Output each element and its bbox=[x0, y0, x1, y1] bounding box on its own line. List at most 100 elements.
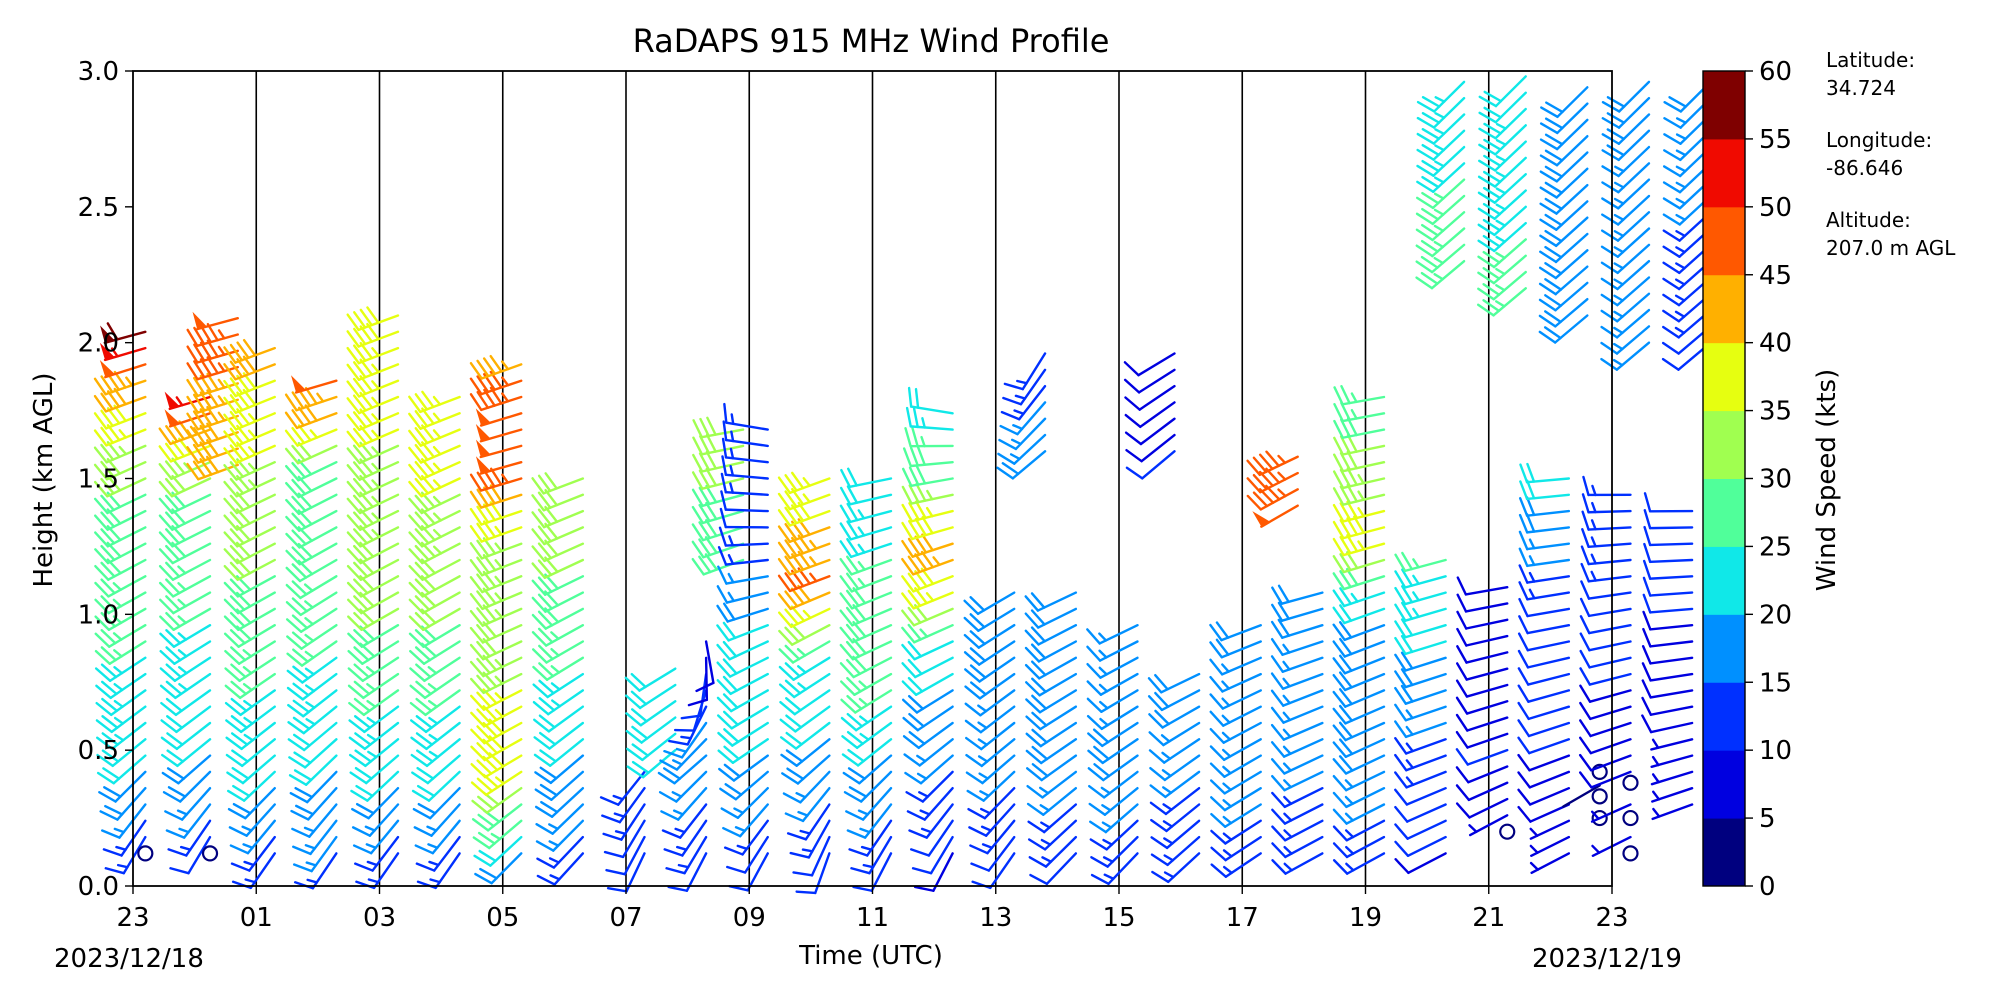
wind-barb bbox=[285, 607, 338, 633]
wind-barb bbox=[1024, 591, 1078, 612]
wind-barb bbox=[1147, 689, 1201, 712]
wind-barb bbox=[1028, 835, 1078, 868]
wind-barb bbox=[601, 787, 646, 824]
wind-barb bbox=[964, 705, 1016, 734]
wind-barb bbox=[1150, 803, 1201, 833]
wind-barb bbox=[1394, 551, 1447, 573]
wind-barb bbox=[905, 406, 954, 431]
wind-barb bbox=[692, 450, 745, 473]
colorbar-band bbox=[1703, 750, 1745, 819]
wind-barb bbox=[901, 550, 954, 576]
wind-barb bbox=[667, 852, 708, 892]
wind-barb bbox=[1641, 679, 1694, 699]
wind-barb bbox=[346, 358, 400, 381]
wind-barb bbox=[970, 835, 1016, 872]
x-tick-label: 03 bbox=[363, 903, 396, 933]
wind-barb bbox=[716, 672, 769, 696]
wind-barb bbox=[535, 803, 585, 835]
wind-barb bbox=[1642, 627, 1694, 648]
wind-barb bbox=[346, 474, 400, 498]
wind-barb bbox=[408, 458, 461, 481]
wind-barb bbox=[346, 591, 400, 615]
wind-barb bbox=[1124, 417, 1176, 446]
wind-barb bbox=[1455, 662, 1509, 681]
wind-barb bbox=[779, 705, 831, 733]
wind-barb bbox=[716, 705, 769, 730]
wind-barb bbox=[1150, 835, 1201, 867]
wind-barb bbox=[1456, 610, 1509, 630]
wind-barb bbox=[346, 558, 400, 581]
wind-barb bbox=[843, 770, 893, 803]
wind-barb bbox=[1539, 134, 1589, 167]
wind-barb bbox=[1209, 705, 1262, 727]
wind-barb bbox=[1246, 467, 1299, 494]
wind-barb bbox=[1517, 736, 1571, 755]
wind-barb bbox=[901, 640, 954, 661]
wind-barb bbox=[94, 607, 147, 631]
x-tick-label: 13 bbox=[979, 903, 1012, 933]
wind-barb bbox=[287, 721, 338, 752]
wind-barb bbox=[408, 508, 461, 531]
wind-barb bbox=[469, 537, 523, 560]
wind-barb bbox=[1415, 227, 1466, 258]
wind-barb bbox=[285, 558, 338, 583]
wind-barb bbox=[1601, 80, 1651, 113]
wind-barb bbox=[691, 501, 745, 525]
wind-barb bbox=[531, 488, 585, 512]
wind-barb bbox=[289, 770, 338, 804]
wind-barb bbox=[1332, 467, 1386, 490]
wind-barb bbox=[839, 604, 893, 627]
wind-barb bbox=[158, 491, 212, 515]
wind-barb bbox=[716, 689, 769, 713]
wind-barb bbox=[1025, 721, 1078, 748]
wind-barb bbox=[789, 819, 831, 859]
wind-barb bbox=[469, 671, 523, 695]
wind-barb bbox=[778, 623, 831, 646]
wind-barb bbox=[1027, 819, 1078, 851]
wind-barb bbox=[1642, 610, 1694, 631]
wind-barb bbox=[225, 705, 276, 734]
wind-barb bbox=[1209, 738, 1262, 761]
wind-barb bbox=[1209, 638, 1262, 659]
wind-barb bbox=[718, 754, 769, 782]
wind-barb bbox=[1477, 221, 1527, 253]
wind-barb bbox=[663, 721, 708, 759]
wind-barb bbox=[229, 819, 276, 855]
wind-barb bbox=[1415, 243, 1466, 274]
wind-barb bbox=[159, 640, 212, 665]
wind-barb bbox=[1468, 814, 1509, 837]
wind-barb bbox=[1518, 615, 1571, 635]
wind-barb bbox=[1538, 265, 1589, 296]
y-tick-label: 1.5 bbox=[78, 465, 119, 495]
wind-barb bbox=[968, 803, 1016, 837]
wind-barb bbox=[839, 637, 893, 661]
wind-barb bbox=[1090, 835, 1139, 868]
wind-barb bbox=[963, 624, 1016, 649]
wind-barb bbox=[1578, 770, 1632, 789]
wind-barb bbox=[1149, 770, 1201, 799]
wind-barb bbox=[1394, 684, 1447, 705]
wind-barb bbox=[1641, 662, 1694, 682]
wind-barb bbox=[1539, 102, 1589, 135]
wind-barb bbox=[720, 472, 769, 496]
wind-barb bbox=[352, 819, 400, 855]
wind-barb bbox=[227, 787, 276, 820]
x-tick-label: 09 bbox=[733, 903, 766, 933]
wind-barb bbox=[1394, 668, 1447, 689]
wind-barb bbox=[1148, 721, 1201, 747]
wind-barb bbox=[292, 819, 338, 856]
wind-barb bbox=[159, 624, 212, 648]
wind-barb bbox=[1517, 770, 1571, 789]
wind-barb bbox=[841, 738, 893, 767]
wind-barb bbox=[911, 835, 954, 875]
wind-barb bbox=[692, 416, 745, 439]
wind-barb bbox=[839, 555, 893, 576]
wind-barb bbox=[1394, 803, 1447, 823]
wind-barb bbox=[231, 852, 276, 890]
wind-barb bbox=[1332, 551, 1386, 574]
wind-barb bbox=[1642, 559, 1694, 580]
wind-barb bbox=[901, 567, 954, 593]
wind-barb bbox=[719, 770, 769, 801]
wind-barb bbox=[1643, 525, 1694, 547]
wind-barb bbox=[531, 505, 585, 529]
